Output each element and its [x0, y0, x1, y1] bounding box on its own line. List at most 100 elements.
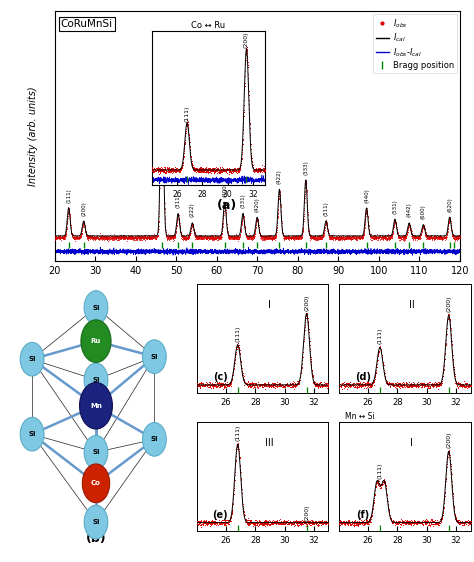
Point — [268, 232, 275, 241]
Point — [164, 232, 171, 241]
Point — [340, 383, 347, 392]
Point — [436, 233, 444, 242]
Point — [391, 518, 399, 527]
Point — [365, 221, 372, 230]
Point — [290, 233, 298, 242]
Point — [414, 380, 421, 389]
Point — [255, 226, 263, 235]
Point — [156, 153, 164, 162]
Point — [71, 233, 79, 242]
Point — [451, 232, 458, 241]
Point — [67, 223, 74, 232]
Point — [188, 223, 195, 232]
Point — [225, 231, 232, 240]
Point — [87, 232, 95, 241]
Point — [368, 233, 376, 242]
Point — [370, 377, 377, 386]
Point — [161, 214, 169, 223]
Point — [81, 221, 89, 230]
Point — [399, 519, 406, 528]
Point — [239, 211, 247, 220]
Point — [229, 165, 237, 174]
Point — [75, 233, 83, 242]
Point — [180, 149, 188, 158]
Point — [213, 518, 221, 527]
Point — [254, 379, 262, 388]
Point — [91, 232, 98, 241]
Point — [343, 518, 350, 527]
Point — [247, 139, 255, 148]
Point — [433, 234, 441, 243]
Point — [220, 201, 228, 210]
Point — [159, 75, 166, 84]
Point — [105, 234, 113, 243]
Point — [196, 233, 204, 242]
Point — [191, 229, 198, 238]
Point — [371, 233, 379, 242]
Circle shape — [84, 505, 108, 539]
Point — [195, 519, 203, 528]
Point — [310, 518, 318, 527]
Point — [126, 233, 133, 242]
Point — [416, 518, 424, 527]
Point — [390, 223, 397, 232]
Point — [194, 165, 201, 174]
Point — [328, 234, 336, 243]
Point — [122, 234, 129, 243]
Point — [319, 231, 326, 240]
Point — [370, 234, 377, 243]
Point — [315, 519, 323, 528]
Point — [219, 518, 226, 527]
Point — [372, 369, 379, 378]
Point — [452, 514, 460, 523]
Point — [60, 233, 67, 242]
Point — [384, 234, 392, 243]
Point — [379, 358, 386, 367]
Point — [435, 521, 443, 530]
Point — [336, 519, 343, 528]
Point — [449, 362, 457, 371]
Point — [296, 231, 303, 240]
Point — [258, 166, 266, 175]
Point — [311, 232, 319, 241]
Point — [354, 382, 362, 391]
Point — [444, 225, 452, 234]
Point — [160, 167, 167, 176]
Point — [326, 234, 334, 243]
Point — [425, 519, 432, 528]
Point — [219, 221, 227, 230]
Point — [300, 217, 307, 226]
Point — [275, 184, 283, 193]
Point — [197, 232, 204, 241]
Point — [291, 234, 298, 243]
Point — [328, 230, 336, 239]
Point — [202, 166, 210, 175]
Point — [252, 223, 260, 232]
Point — [153, 165, 161, 174]
Point — [200, 166, 207, 175]
Point — [381, 373, 389, 382]
Point — [253, 218, 260, 227]
Point — [196, 234, 203, 243]
Point — [255, 383, 262, 392]
Point — [273, 517, 281, 526]
Point — [290, 234, 297, 243]
Point — [200, 233, 207, 242]
Point — [313, 232, 321, 241]
Point — [263, 233, 270, 242]
Point — [158, 54, 166, 63]
Point — [80, 219, 87, 228]
Point — [124, 234, 132, 243]
Point — [189, 164, 197, 173]
Point — [324, 224, 331, 233]
Point — [282, 379, 289, 388]
Point — [187, 155, 195, 164]
Point — [54, 234, 62, 243]
Point — [379, 233, 386, 242]
Point — [65, 206, 73, 215]
Point — [162, 166, 169, 175]
Point — [214, 379, 222, 388]
Point — [277, 519, 285, 528]
Point — [365, 227, 373, 236]
Point — [273, 518, 280, 527]
